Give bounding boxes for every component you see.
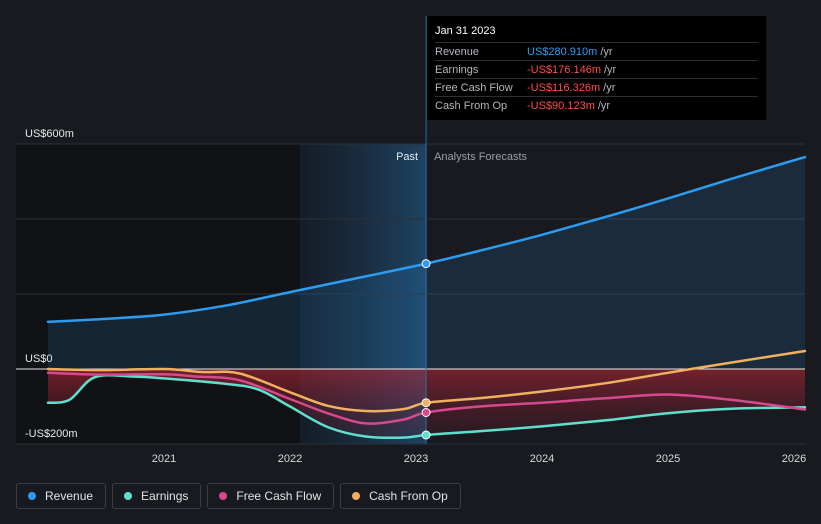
- cash-from-op-marker: [421, 398, 431, 408]
- gridlines: [16, 143, 805, 445]
- tooltip-value: US$280.910m: [527, 45, 598, 58]
- tooltip-row-revenue: Revenue US$280.910m /yr: [435, 42, 758, 60]
- legend-item-revenue[interactable]: Revenue: [16, 483, 107, 509]
- legend-item-cash-from-op[interactable]: Cash From Op: [340, 483, 461, 509]
- cash-from-op-line: [46, 349, 807, 413]
- chart-area: US$600m US$0 -US$200m 2021 2022 2023 2024 2025…: [16, 16, 807, 465]
- x-tick-label: 2025: [656, 453, 680, 465]
- legend-label: Earnings: [141, 489, 189, 503]
- tooltip-value: -US$176.146m: [527, 63, 601, 76]
- tooltip-unit: /yr: [603, 81, 616, 94]
- revenue-area: [48, 157, 805, 369]
- y-axis-label: US$600m: [25, 128, 74, 140]
- legend-label: Revenue: [45, 489, 94, 503]
- free-cash-flow-line: [46, 371, 807, 425]
- tooltip-value: -US$90.123m: [527, 99, 595, 112]
- tooltip-row-cash-from-op: Cash From Op -US$90.123m /yr: [435, 96, 758, 114]
- tooltip-unit: /yr: [597, 99, 611, 112]
- forecast-label: Analysts Forecasts: [434, 151, 527, 163]
- legend-label: Free Cash Flow: [236, 489, 322, 503]
- free-cash-flow-dot-icon: [219, 492, 228, 500]
- x-tick-label: 2026: [782, 453, 806, 465]
- past-label: Past: [396, 151, 418, 163]
- hover-markers: [421, 259, 431, 440]
- tooltip-row-earnings: Earnings -US$176.146m /yr: [435, 60, 758, 78]
- legend-item-earnings[interactable]: Earnings: [112, 483, 202, 509]
- tooltip-label: Revenue: [435, 45, 480, 58]
- earnings-dot-icon: [124, 492, 133, 500]
- x-tick-label: 2021: [152, 453, 176, 465]
- y-axis-label: US$0: [25, 353, 53, 365]
- tooltip-value: -US$116.326m: [527, 81, 601, 94]
- free-cash-flow-marker: [421, 408, 431, 417]
- tooltip-unit: /yr: [604, 63, 617, 76]
- revenue-marker: [421, 259, 431, 269]
- tooltip: Jan 31 2023 Revenue US$280.910m /yr Earn…: [427, 16, 766, 120]
- cash-from-op-dot-icon: [352, 492, 361, 500]
- legend: Revenue Earnings Free Cash Flow Cash Fro…: [16, 483, 461, 509]
- x-axis-labels: 2021 2022 2023 2024 2025 2026: [152, 453, 806, 465]
- x-tick-label: 2022: [278, 453, 302, 465]
- earnings-marker: [421, 430, 431, 440]
- y-axis-labels: US$600m US$0 -US$200m: [25, 128, 78, 440]
- x-tick-label: 2023: [404, 453, 428, 465]
- tooltip-row-free-cash-flow: Free Cash Flow -US$116.326m /yr: [435, 78, 758, 96]
- legend-item-free-cash-flow[interactable]: Free Cash Flow: [207, 483, 335, 509]
- tooltip-date: Jan 31 2023: [435, 25, 496, 37]
- y-axis-label: -US$200m: [25, 428, 78, 440]
- earnings-line: [46, 374, 807, 440]
- tooltip-label: Free Cash Flow: [435, 81, 513, 94]
- legend-label: Cash From Op: [369, 489, 448, 503]
- revenue-dot-icon: [28, 492, 36, 500]
- tooltip-label: Earnings: [435, 63, 479, 76]
- tooltip-unit: /yr: [600, 45, 613, 58]
- tooltip-label: Cash From Op: [435, 99, 508, 112]
- x-tick-label: 2024: [530, 453, 554, 465]
